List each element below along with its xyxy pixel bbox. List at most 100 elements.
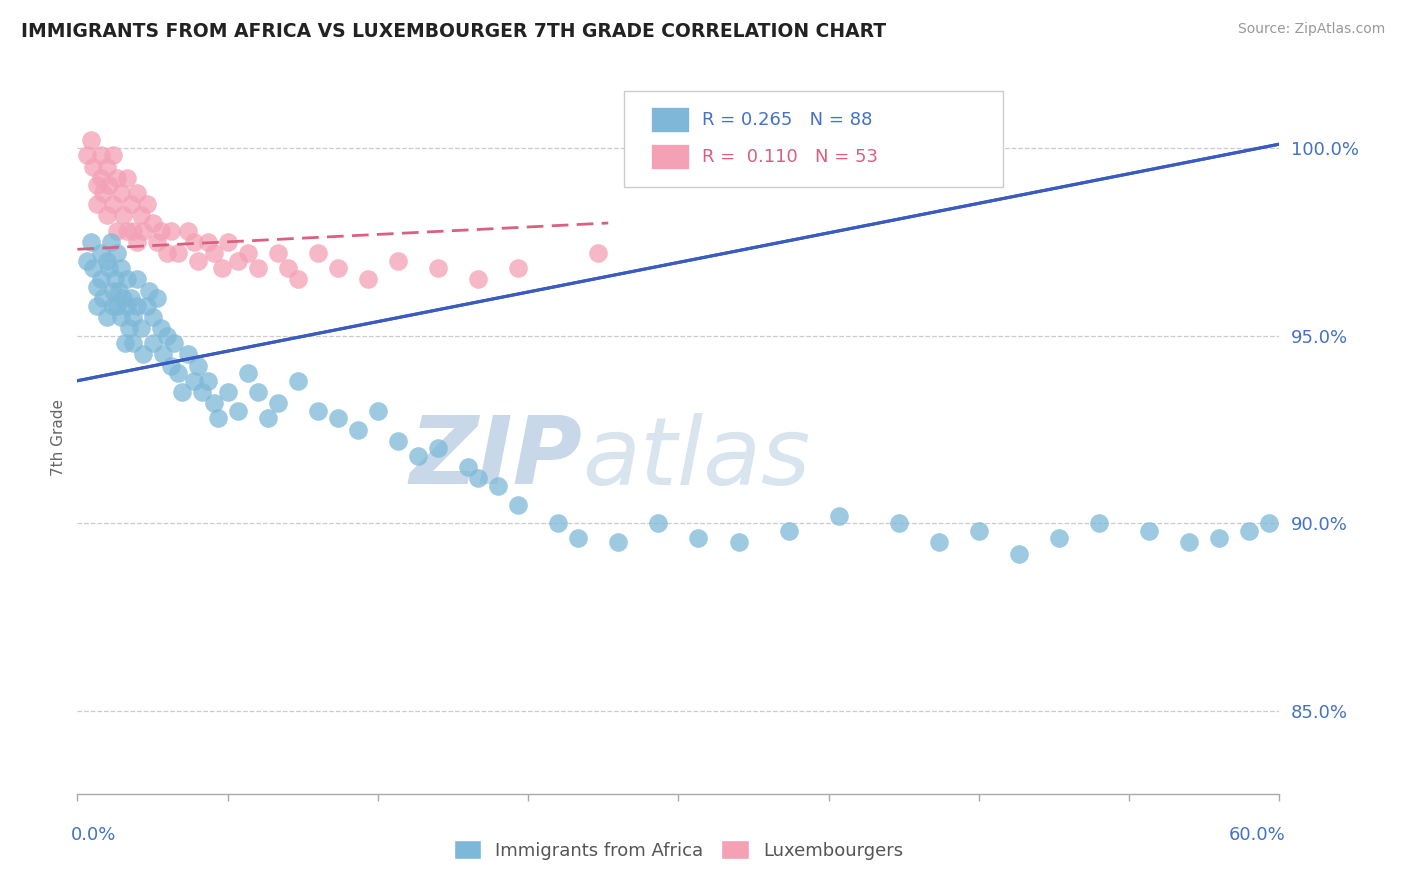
Point xyxy=(103,284,125,298)
Point xyxy=(122,336,145,351)
Point xyxy=(160,223,183,237)
Point xyxy=(166,366,188,380)
Point xyxy=(508,261,530,276)
Point xyxy=(103,197,125,211)
Point xyxy=(86,280,108,294)
Point xyxy=(138,284,160,298)
Point xyxy=(207,411,229,425)
Point xyxy=(486,479,509,493)
Point xyxy=(93,186,115,200)
Point xyxy=(117,170,139,185)
Point xyxy=(142,216,165,230)
Point xyxy=(131,209,153,223)
Point xyxy=(120,291,142,305)
Point xyxy=(211,261,233,276)
Point xyxy=(90,148,112,162)
Point xyxy=(114,336,136,351)
Point xyxy=(1208,532,1230,546)
Point xyxy=(96,310,118,324)
Point xyxy=(186,253,209,268)
Point xyxy=(1047,532,1070,546)
Point xyxy=(112,209,135,223)
Point xyxy=(136,197,159,211)
Point xyxy=(127,272,149,286)
Point xyxy=(202,246,225,260)
Point xyxy=(82,261,104,276)
Point xyxy=(107,299,129,313)
Point xyxy=(928,535,950,549)
Text: R = 0.265   N = 88: R = 0.265 N = 88 xyxy=(703,111,873,128)
Point xyxy=(142,310,165,324)
Point xyxy=(226,253,249,268)
Point xyxy=(86,299,108,313)
Point xyxy=(778,524,800,538)
Point xyxy=(967,524,990,538)
Point xyxy=(307,404,329,418)
Point xyxy=(277,261,299,276)
Text: IMMIGRANTS FROM AFRICA VS LUXEMBOURGER 7TH GRADE CORRELATION CHART: IMMIGRANTS FROM AFRICA VS LUXEMBOURGER 7… xyxy=(21,22,886,41)
Point xyxy=(132,347,155,361)
Point xyxy=(162,336,184,351)
Point xyxy=(326,261,349,276)
Point xyxy=(98,178,121,193)
Point xyxy=(107,223,129,237)
Point xyxy=(1137,524,1160,538)
Point xyxy=(93,291,115,305)
FancyBboxPatch shape xyxy=(651,107,689,132)
Point xyxy=(127,299,149,313)
Point xyxy=(202,396,225,410)
Text: R =  0.110   N = 53: R = 0.110 N = 53 xyxy=(703,148,879,166)
Point xyxy=(96,253,118,268)
Point xyxy=(567,532,589,546)
Point xyxy=(86,178,108,193)
Point xyxy=(267,396,290,410)
Point xyxy=(236,366,259,380)
Point xyxy=(406,449,429,463)
Point xyxy=(326,411,349,425)
Point xyxy=(127,186,149,200)
Point xyxy=(256,411,278,425)
Point xyxy=(96,160,118,174)
Point xyxy=(427,442,450,456)
Point xyxy=(887,516,910,531)
Point xyxy=(90,272,112,286)
Point xyxy=(90,170,112,185)
Point xyxy=(508,498,530,512)
Point xyxy=(110,310,132,324)
Legend: Immigrants from Africa, Luxembourgers: Immigrants from Africa, Luxembourgers xyxy=(447,833,910,867)
Point xyxy=(112,291,135,305)
Point xyxy=(86,197,108,211)
Point xyxy=(76,148,98,162)
Point xyxy=(467,471,489,485)
Point xyxy=(828,508,851,523)
Point xyxy=(108,284,131,298)
Point xyxy=(76,253,98,268)
Point xyxy=(117,299,139,313)
Point xyxy=(156,328,179,343)
Point xyxy=(150,223,173,237)
Text: Source: ZipAtlas.com: Source: ZipAtlas.com xyxy=(1237,22,1385,37)
Point xyxy=(267,246,290,260)
Point xyxy=(166,246,188,260)
Point xyxy=(176,347,198,361)
Point xyxy=(607,535,630,549)
Point xyxy=(110,261,132,276)
Point xyxy=(588,246,610,260)
Point xyxy=(107,246,129,260)
Point xyxy=(246,384,269,399)
Point xyxy=(90,246,112,260)
Point xyxy=(117,272,139,286)
Point xyxy=(103,148,125,162)
Point xyxy=(287,374,309,388)
Text: 60.0%: 60.0% xyxy=(1229,826,1285,844)
Point xyxy=(287,272,309,286)
Point xyxy=(427,261,450,276)
Point xyxy=(367,404,389,418)
Point xyxy=(457,460,479,475)
Point xyxy=(226,404,249,418)
Point xyxy=(1239,524,1261,538)
Point xyxy=(183,374,205,388)
Y-axis label: 7th Grade: 7th Grade xyxy=(51,399,66,475)
Text: atlas: atlas xyxy=(582,413,810,504)
Point xyxy=(98,261,121,276)
